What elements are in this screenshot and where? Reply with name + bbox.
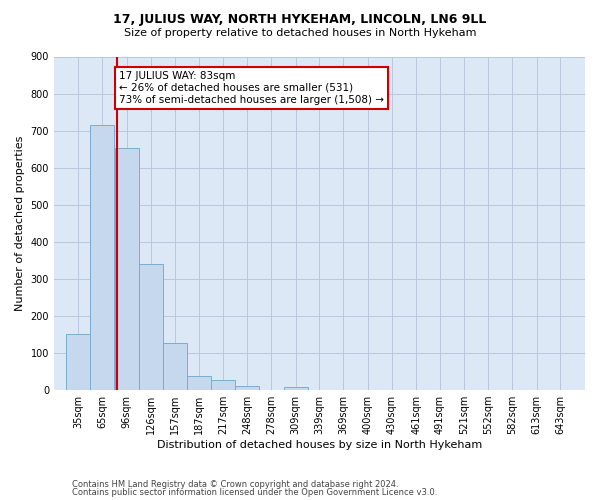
Text: Size of property relative to detached houses in North Hykeham: Size of property relative to detached ho… xyxy=(124,28,476,38)
Text: 17, JULIUS WAY, NORTH HYKEHAM, LINCOLN, LN6 9LL: 17, JULIUS WAY, NORTH HYKEHAM, LINCOLN, … xyxy=(113,12,487,26)
X-axis label: Distribution of detached houses by size in North Hykeham: Distribution of detached houses by size … xyxy=(157,440,482,450)
Text: Contains HM Land Registry data © Crown copyright and database right 2024.: Contains HM Land Registry data © Crown c… xyxy=(72,480,398,489)
Bar xyxy=(187,376,211,390)
Text: Contains public sector information licensed under the Open Government Licence v3: Contains public sector information licen… xyxy=(72,488,437,497)
Bar xyxy=(211,380,235,390)
Y-axis label: Number of detached properties: Number of detached properties xyxy=(15,136,25,311)
Bar xyxy=(139,264,163,390)
Bar xyxy=(67,334,91,390)
Text: 17 JULIUS WAY: 83sqm
← 26% of detached houses are smaller (531)
73% of semi-deta: 17 JULIUS WAY: 83sqm ← 26% of detached h… xyxy=(119,72,384,104)
Bar xyxy=(115,148,139,390)
Bar xyxy=(284,387,308,390)
Bar xyxy=(90,126,115,390)
Bar xyxy=(163,344,187,390)
Bar xyxy=(235,386,259,390)
